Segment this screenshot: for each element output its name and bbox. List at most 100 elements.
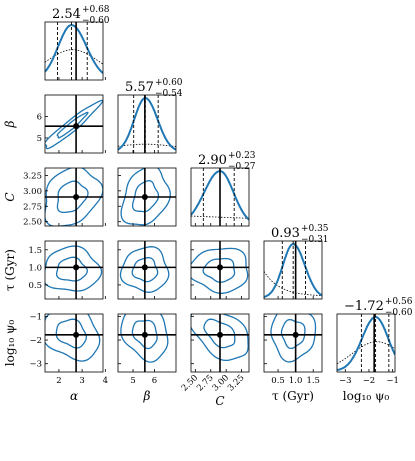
x-axis-label-beta: β [143, 389, 151, 403]
inner-contour [56, 180, 89, 214]
title-beta: 5.57+0.60 −0.54 [125, 78, 183, 99]
x-axis-label-alpha: α [70, 389, 78, 403]
panel-frame-tau [263, 240, 323, 300]
x-tick-label-beta: 6 [152, 376, 157, 386]
marginal-panel-tau: 0.93+0.35 −0.31 [263, 224, 329, 300]
truth-point [292, 331, 299, 338]
truth-point [217, 331, 223, 338]
joint-panel-tau-vs-alpha [44, 240, 104, 300]
y-tick-label-C: 3.00 [23, 187, 42, 197]
y-tick-label-beta: 5 [37, 134, 42, 144]
joint-panel-tau-vs-C [190, 240, 250, 300]
prior-curve-C [191, 215, 249, 219]
x-tick-label-alpha: 3 [79, 376, 84, 386]
outer-contour [120, 314, 169, 363]
joint-panel-C-vs-beta [117, 167, 177, 227]
y-tick-label-tau: 1.0 [28, 263, 42, 273]
x-tick-label-C: 3.25 [226, 373, 246, 393]
panel-frame [190, 313, 250, 373]
marginal-panel-C: 2.90+0.23 −0.27 [190, 151, 256, 227]
panel-frame [117, 313, 177, 373]
outer-contour [191, 314, 249, 362]
inner-contour [131, 319, 158, 350]
y-tick-label-tau: 1.5 [28, 246, 42, 256]
posterior-curve-log10_psi0 [337, 316, 395, 372]
outer-contour [45, 314, 101, 362]
inner-contour [131, 257, 159, 283]
panel-frame [44, 240, 104, 300]
joint-panel-C-vs-alpha [44, 167, 104, 227]
joint-panel-log10_psi0-vs-alpha [44, 313, 104, 373]
truth-point [73, 264, 80, 271]
x-tick-label-log10_psi0: −3 [339, 376, 352, 386]
truth-point [141, 331, 148, 338]
outer-contour [45, 168, 103, 226]
outer-contour [120, 168, 171, 226]
panel-frame-log10_psi0 [336, 313, 396, 373]
panel-frame [44, 167, 104, 227]
marginal-panel-log10_psi0: −1.72+0.56 −0.60 [336, 297, 413, 373]
truth-point [141, 194, 148, 200]
panel-frame-alpha [44, 21, 104, 81]
inner-contour [55, 256, 88, 282]
x-tick-label-tau: 1.0 [289, 376, 303, 386]
panel-frame [44, 94, 104, 154]
x-tick-label-alpha: 4 [103, 376, 108, 386]
posterior-curve-alpha [45, 24, 103, 74]
prior-curve-beta [118, 143, 176, 148]
posterior-curve-tau [264, 243, 322, 298]
prior-curve-log10_psi0 [337, 341, 395, 365]
truth-point [73, 194, 80, 200]
truth-point [73, 331, 80, 338]
outer-contour [191, 247, 249, 294]
inner-contour [55, 318, 87, 349]
inner-contour [131, 180, 160, 213]
x-tick-label-log10_psi0: −1 [386, 376, 399, 386]
x-tick-label-beta: 5 [130, 376, 135, 386]
inner-contour [280, 318, 306, 350]
joint-panel-log10_psi0-vs-tau [263, 313, 323, 373]
panel-frame-C [190, 167, 250, 227]
inner-contour [202, 257, 236, 283]
y-tick-label-beta: 6 [37, 112, 42, 122]
y-tick-label-tau: 0.5 [28, 281, 42, 291]
y-axis-label-C: C [3, 192, 17, 201]
title-C: 2.90+0.23 −0.27 [198, 151, 256, 172]
outer-contour [45, 245, 103, 292]
title-alpha: 2.54+0.68 −0.60 [52, 5, 110, 26]
x-axis-label-tau: τ (Gyr) [272, 389, 314, 403]
panel-frame [263, 313, 323, 373]
truth-point [217, 264, 223, 271]
inner-contour [56, 111, 89, 139]
outer-contour [119, 246, 170, 293]
y-axis-label-beta: β [3, 120, 17, 128]
x-axis-label-log10_psi0: log₁₀ ψ₀ [343, 389, 390, 403]
y-axis-label-log10_psi0: log₁₀ ψ₀ [3, 320, 17, 367]
outer-contour [45, 99, 103, 150]
title-tau: 0.93+0.35 −0.31 [271, 224, 329, 245]
panel-frame [44, 313, 104, 373]
y-tick-label-log10_psi0: −3 [29, 360, 42, 370]
x-tick-label-tau: 1.5 [306, 376, 320, 386]
panel-frame [190, 240, 250, 300]
x-axis-label-C: C [215, 394, 224, 408]
joint-panel-beta-vs-alpha [44, 94, 104, 154]
joint-panel-log10_psi0-vs-beta [117, 313, 177, 373]
panel-frame [117, 167, 177, 227]
truth-point [73, 123, 80, 130]
x-tick-label-tau: 0.5 [271, 376, 285, 386]
posterior-curve-beta [118, 97, 176, 151]
panel-frame [117, 240, 177, 300]
joint-panel-tau-vs-beta [117, 240, 177, 300]
y-tick-label-log10_psi0: −1 [29, 312, 42, 322]
x-tick-label-log10_psi0: −2 [363, 376, 376, 386]
marginal-panel-alpha: 2.54+0.68 −0.60 [44, 5, 110, 81]
truth-point [141, 264, 148, 271]
y-tick-label-C: 2.50 [23, 218, 42, 228]
y-tick-label-C: 3.25 [23, 171, 42, 181]
panel-frame-beta [117, 94, 177, 154]
inner-contour [203, 318, 236, 349]
y-tick-label-log10_psi0: −2 [29, 336, 42, 346]
y-axis-label-tau: τ (Gyr) [3, 249, 17, 291]
